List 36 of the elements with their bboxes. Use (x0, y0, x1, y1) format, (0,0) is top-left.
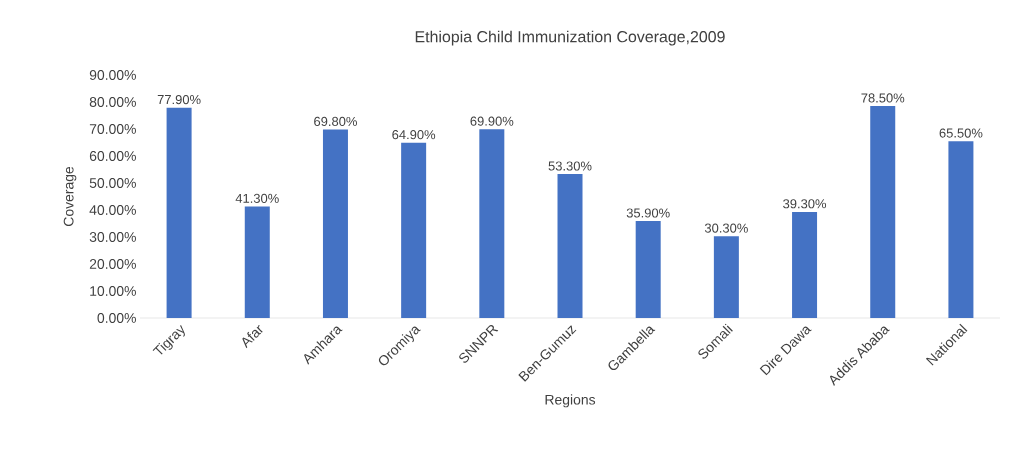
data-label: 41.30% (235, 193, 279, 203)
data-label: 78.50% (861, 93, 905, 103)
y-tick-label: 70.00% (89, 124, 136, 134)
y-tick-label: 50.00% (89, 178, 136, 188)
bar (870, 106, 896, 318)
bar (401, 142, 427, 318)
y-tick-label: 40.00% (89, 205, 136, 215)
y-axis-title: Coverage (63, 166, 77, 227)
bar (713, 236, 739, 318)
chart-title: Ethiopia Child Immunization Coverage,2009 (415, 30, 725, 46)
data-label: 65.50% (939, 128, 983, 138)
x-axis-title: Regions (545, 394, 596, 408)
bar (792, 211, 818, 318)
bar (557, 174, 583, 318)
bar (166, 107, 192, 318)
bar (948, 141, 974, 318)
data-label: 69.80% (314, 116, 357, 127)
y-tick-label: 30.00% (89, 232, 136, 242)
data-label: 77.90% (157, 94, 201, 105)
x-tick-label: Afar (242, 325, 263, 349)
y-tick-label: 90.00% (89, 70, 136, 80)
data-label: 39.30% (783, 199, 827, 209)
bar (322, 129, 348, 318)
data-label: 30.30% (704, 223, 748, 233)
data-label: 35.90% (626, 208, 670, 218)
data-label: 69.90% (470, 116, 514, 126)
bar (244, 206, 270, 318)
y-tick-label: 10.00% (90, 286, 136, 296)
bar (635, 221, 661, 318)
data-label: 53.30% (548, 161, 592, 171)
bar (479, 129, 505, 318)
y-tick-label: 0.00% (97, 313, 136, 323)
data-label: 64.90% (392, 130, 436, 140)
y-tick-label: 60.00% (89, 151, 136, 161)
y-tick-label: 20.00% (89, 259, 136, 269)
y-tick-label: 80.00% (89, 97, 136, 107)
